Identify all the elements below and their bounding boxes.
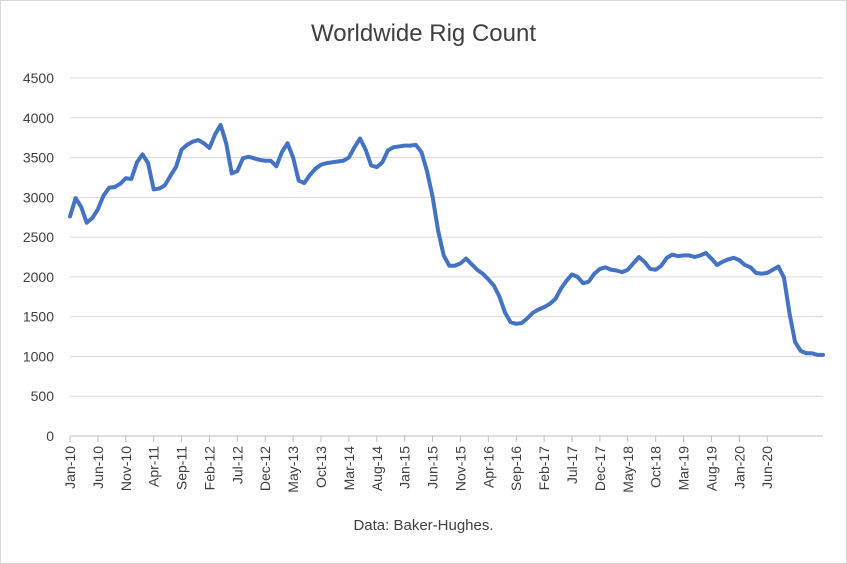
chart-title: Worldwide Rig Count <box>311 20 536 47</box>
y-tick-label: 2000 <box>23 269 54 285</box>
x-tick-label: Jun-15 <box>425 446 441 489</box>
x-tick-label: Aug-14 <box>369 446 385 491</box>
x-tick-label: Mar-14 <box>341 446 357 491</box>
x-tick-label: Mar-19 <box>676 446 692 491</box>
x-tick-label: Aug-19 <box>703 446 719 491</box>
x-tick-label: May-18 <box>620 446 636 493</box>
y-tick-label: 3500 <box>23 150 54 166</box>
x-tick-label: Feb-17 <box>536 446 552 491</box>
x-tick-label: Feb-12 <box>201 446 217 491</box>
data-source-note: Data: Baker-Hughes. <box>353 517 494 534</box>
x-tick-label: Jun-20 <box>759 446 775 489</box>
x-axis-tick-labels: Jan-10 Jun-10 Nov-10 Apr-11 Sep-11 Feb-12 Jul-… <box>62 446 775 493</box>
x-tick-label: Jul-17 <box>564 446 580 484</box>
x-tick-label: Jan-15 <box>397 446 413 489</box>
x-tick-label: Dec-17 <box>592 446 608 491</box>
x-tick-label: Nov-10 <box>118 446 134 491</box>
y-tick-label: 0 <box>46 428 54 444</box>
x-tick-label: Jul-12 <box>229 446 245 484</box>
series-layer <box>68 122 825 357</box>
y-tick-label: 500 <box>31 388 55 404</box>
y-tick-label: 2500 <box>23 229 54 245</box>
x-tick-label: Jan-10 <box>62 446 78 489</box>
x-axis <box>69 435 823 442</box>
x-tick-label: Jun-10 <box>90 446 106 489</box>
y-axis-tick-labels: 0 500 1000 1500 2000 2500 3000 3500 4000 4500 <box>23 70 54 444</box>
y-tick-label: 4000 <box>23 110 54 126</box>
x-tick-label: Nov-15 <box>452 446 468 491</box>
x-tick-label: Dec-12 <box>257 446 273 491</box>
x-tick-label: Oct-18 <box>648 446 664 488</box>
y-tick-label: 1500 <box>23 309 54 325</box>
x-tick-label: May-13 <box>285 446 301 493</box>
x-tick-label: Apr-16 <box>480 446 496 488</box>
y-tick-label: 4500 <box>23 70 54 86</box>
y-tick-label: 3000 <box>23 189 54 205</box>
x-tick-label: Sep-16 <box>508 446 524 491</box>
x-tick-label: Sep-11 <box>174 446 190 490</box>
x-tick-label: Oct-13 <box>313 446 329 488</box>
x-tick-label: Jan-20 <box>731 446 747 489</box>
series-line <box>68 122 825 357</box>
gridlines <box>70 77 823 397</box>
y-tick-label: 1000 <box>23 348 54 364</box>
x-tick-label: Apr-11 <box>146 446 162 487</box>
